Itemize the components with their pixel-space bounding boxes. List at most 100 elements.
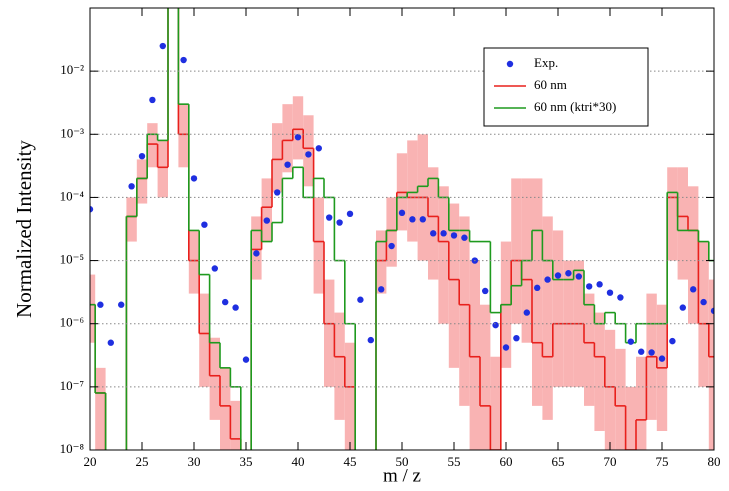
uncertainty-band <box>334 312 345 420</box>
data-point <box>554 272 562 279</box>
data-point <box>700 298 707 306</box>
data-point <box>346 210 354 218</box>
data-point <box>128 183 135 190</box>
data-point <box>211 265 218 272</box>
data-point <box>190 175 198 182</box>
x-tick-label: 65 <box>552 454 565 469</box>
data-point <box>492 321 499 329</box>
data-point <box>90 206 94 213</box>
uncertainty-band <box>95 367 106 450</box>
data-point <box>502 344 510 351</box>
data-point <box>398 209 406 217</box>
data-point <box>201 221 208 228</box>
data-point <box>461 234 468 241</box>
uncertainty-band <box>303 115 314 187</box>
data-point <box>336 219 343 226</box>
data-point <box>107 339 115 346</box>
uncertainty-band <box>90 274 96 343</box>
uncertainty-band <box>136 159 148 204</box>
uncertainty-band <box>594 312 605 431</box>
data-point <box>606 289 614 296</box>
data-point <box>326 214 333 221</box>
uncertainty-band <box>209 337 220 420</box>
y-tick-label: 10⁻³ <box>60 125 84 140</box>
data-point <box>253 250 260 257</box>
uncertainty-band <box>469 260 480 450</box>
uncertainty-band <box>480 304 491 450</box>
data-point <box>305 151 312 158</box>
uncertainty-band <box>344 342 356 450</box>
data-point <box>690 286 697 293</box>
x-tick-label: 55 <box>448 454 461 469</box>
data-point <box>315 145 322 152</box>
uncertainty-band <box>272 123 283 193</box>
uncertainty-band <box>157 140 168 198</box>
uncertainty-band <box>636 356 647 450</box>
y-tick-label: 10⁻⁸ <box>60 441 85 456</box>
uncertainty-band <box>324 279 335 387</box>
uncertainty-band <box>532 178 543 406</box>
data-point <box>565 270 572 277</box>
data-point <box>388 242 395 250</box>
uncertainty-band <box>677 167 688 280</box>
x-tick-label: 80 <box>708 454 721 469</box>
data-point <box>679 304 686 311</box>
uncertainty-band <box>542 216 553 420</box>
x-tick-label: 60 <box>500 454 513 469</box>
x-tick-label: 35 <box>240 454 253 469</box>
data-point <box>378 286 385 293</box>
data-point <box>586 283 593 290</box>
x-tick-label: 40 <box>292 454 305 469</box>
uncertainty-band <box>126 197 137 242</box>
uncertainty-band <box>552 230 564 387</box>
uncertainty-band <box>282 104 293 173</box>
data-point <box>544 276 551 283</box>
data-point <box>274 189 281 196</box>
uncertainty-band <box>708 279 714 450</box>
uncertainty-band <box>448 203 460 368</box>
data-point <box>658 355 666 362</box>
x-tick-label: 70 <box>604 454 617 469</box>
data-point <box>294 133 302 141</box>
legend-box <box>483 47 649 127</box>
uncertainty-band <box>386 197 397 267</box>
data-point <box>149 96 156 104</box>
y-axis-label: Normalized Intensity <box>12 140 36 318</box>
uncertainty-band <box>188 230 200 294</box>
x-tick-label: 50 <box>396 454 409 469</box>
step-line <box>90 8 714 450</box>
x-tick-label: 20 <box>84 454 97 469</box>
data-point <box>180 56 187 64</box>
uncertainty-band <box>604 329 616 450</box>
data-point <box>596 281 603 288</box>
legend-label: Exp. <box>534 55 558 70</box>
data-point <box>97 301 104 308</box>
data-point <box>534 284 541 292</box>
uncertainty-band <box>438 186 449 324</box>
uncertainty-band <box>407 140 418 242</box>
uncertainty-band <box>220 367 231 450</box>
x-axis-label: m / z <box>383 465 421 486</box>
plot-frame <box>89 7 715 451</box>
legend-label: 60 nm (ktri*30) <box>534 99 616 114</box>
uncertainty-band <box>376 230 387 294</box>
data-point <box>430 230 437 237</box>
x-tick-label: 75 <box>656 454 669 469</box>
data-point <box>409 216 416 223</box>
uncertainty-band <box>698 241 709 387</box>
data-point <box>159 42 166 50</box>
uncertainty-band <box>688 186 699 324</box>
data-point <box>232 304 239 311</box>
uncertainty-band <box>292 96 304 160</box>
data-point <box>482 287 489 295</box>
legend-marker <box>506 60 514 68</box>
data-point <box>222 298 229 306</box>
x-tick-label: 25 <box>136 454 149 469</box>
data-point <box>648 349 655 356</box>
data-point <box>627 338 634 345</box>
data-point <box>617 294 624 301</box>
y-tick-label: 10⁻⁷ <box>60 378 84 393</box>
data-point <box>263 217 270 224</box>
data-point <box>284 161 291 168</box>
